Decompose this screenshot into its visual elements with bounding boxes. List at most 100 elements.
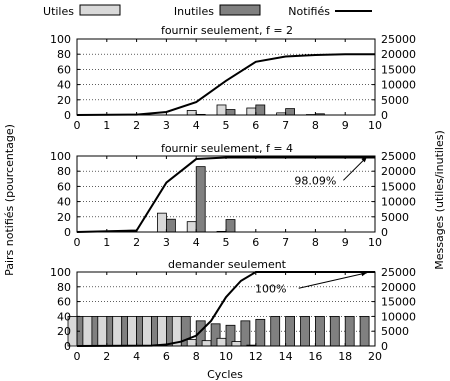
legend: Utiles Inutiles Notifiés <box>43 4 372 18</box>
y-left-tick-label: 40 <box>57 310 71 323</box>
bar-useless <box>359 315 370 347</box>
panel-fournir-f4: fournir seulement, f = 4 0 1 2 3 4 5 6 7 8 9 10020… <box>50 142 416 249</box>
bar-useless <box>225 109 236 116</box>
x-tick-label: 7 <box>282 119 289 132</box>
y-left-tick-label: 80 <box>57 165 71 178</box>
y-right-tick-label: 20000 <box>381 48 416 61</box>
y-right-tick-label: 15000 <box>381 63 416 76</box>
x-tick-label: 5 <box>223 236 230 249</box>
notified-line <box>76 53 375 116</box>
bar-useful <box>127 315 137 347</box>
bar-useful <box>186 221 197 233</box>
y-right-tick-label: 15000 <box>381 180 416 193</box>
y-right-tick-label: 20000 <box>381 165 416 178</box>
plot-frame <box>76 38 376 116</box>
notified-line <box>76 156 375 233</box>
annotation-arrowhead <box>361 156 367 163</box>
x-tick-label: 10 <box>219 350 233 363</box>
legend-swatch-utiles <box>79 4 121 16</box>
x-tick-label: 20 <box>368 350 382 363</box>
x-tick-label: 2 <box>133 119 140 132</box>
legend-swatch-inutiles <box>219 4 261 16</box>
bar-useless <box>255 318 266 347</box>
y-left-tick-label: 20 <box>57 94 71 107</box>
bar-useless <box>300 315 310 347</box>
y-right-tick-label: 5000 <box>381 325 409 338</box>
x-tick-label: 3 <box>163 119 170 132</box>
bar-useless <box>285 108 296 116</box>
y-right-tick-label: 10000 <box>381 79 416 92</box>
y-left-tick-label: 100 <box>50 266 71 279</box>
y-right-tick-label: 20000 <box>381 281 416 294</box>
x-tick-label: 1 <box>103 119 110 132</box>
annotation-label: 98.09% <box>294 174 336 187</box>
x-tick-label: 4 <box>133 350 140 363</box>
x-tick-label: 7 <box>282 236 289 249</box>
x-tick-label: 3 <box>163 236 170 249</box>
bar-useful <box>231 341 242 347</box>
y-left-tick-label: 40 <box>57 79 71 92</box>
bar-useless <box>329 315 340 347</box>
y-left-tick-label: 60 <box>57 180 71 193</box>
bar-useless <box>270 315 281 347</box>
y-right-tick-label: 10000 <box>381 310 416 323</box>
x-tick-label: 1 <box>103 236 110 249</box>
y-right-tick-label: 15000 <box>381 296 416 309</box>
bar-useful <box>156 212 167 233</box>
bar-useless <box>285 315 296 347</box>
x-tick-label: 5 <box>223 119 230 132</box>
y-left-tick-label: 40 <box>57 196 71 209</box>
legend-label-inutiles: Inutiles <box>174 5 214 18</box>
y-right-tick-label: 0 <box>381 226 388 239</box>
x-tick-label: 0 <box>74 236 81 249</box>
x-tick-label: 6 <box>252 236 259 249</box>
bar-useless <box>344 315 355 347</box>
bar-useful <box>216 337 227 347</box>
legend-label-utiles: Utiles <box>43 5 74 18</box>
x-tick-label: 6 <box>163 350 170 363</box>
x-tick-label: 6 <box>252 119 259 132</box>
legend-label-notifies: Notifiés <box>288 5 330 18</box>
y-left-tick-label: 20 <box>57 211 71 224</box>
y-right-tick-label: 25000 <box>381 150 416 163</box>
bar-useful <box>186 339 197 347</box>
x-tick-label: 9 <box>342 236 349 249</box>
panel-title: demander seulement <box>168 258 287 271</box>
x-tick-label: 8 <box>312 119 319 132</box>
annotation-label: 100% <box>255 282 286 295</box>
annotation-arrow <box>298 272 368 289</box>
y-left-tick-label: 100 <box>50 150 71 163</box>
x-tick-label: 12 <box>249 350 263 363</box>
x-tick-label: 8 <box>193 350 200 363</box>
y-left-tick-label: 0 <box>64 340 71 353</box>
x-tick-label: 14 <box>279 350 293 363</box>
x-tick-label: 10 <box>368 236 382 249</box>
panel-demander: demander seulement 0 2 4 6 8 10 12 14 16 18 200204… <box>50 258 416 363</box>
annotation-arrow <box>343 156 368 181</box>
bar-useful <box>246 107 257 116</box>
panel-title: fournir seulement, f = 4 <box>161 142 293 155</box>
x-tick-label: 18 <box>338 350 352 363</box>
y-left-tick-label: 20 <box>57 325 71 338</box>
right-axis-label: Messages (utiles/inutiles) <box>433 130 446 270</box>
bar-useful <box>142 315 152 347</box>
x-tick-label: 10 <box>368 119 382 132</box>
bar-useful <box>186 110 197 116</box>
y-left-tick-label: 0 <box>64 109 71 122</box>
y-right-tick-label: 5000 <box>381 211 409 224</box>
left-axis-label: Pairs notifiés (pourcentage) <box>3 124 16 276</box>
y-right-tick-label: 25000 <box>381 33 416 46</box>
x-tick-label: 0 <box>74 350 81 363</box>
bar-useful <box>97 315 108 347</box>
x-tick-label: 16 <box>308 350 322 363</box>
x-tick-label: 4 <box>193 236 200 249</box>
x-tick-label: 4 <box>193 119 200 132</box>
y-left-tick-label: 60 <box>57 296 71 309</box>
panel-fournir-f2: fournir seulement, f = 2 0 1 2 3 4 5 6 7 8 9 10020… <box>50 24 416 132</box>
y-left-tick-label: 60 <box>57 63 71 76</box>
bar-useless <box>240 320 251 347</box>
y-right-tick-label: 0 <box>381 109 388 122</box>
x-tick-label: 8 <box>312 236 319 249</box>
bar-useless <box>165 218 176 233</box>
